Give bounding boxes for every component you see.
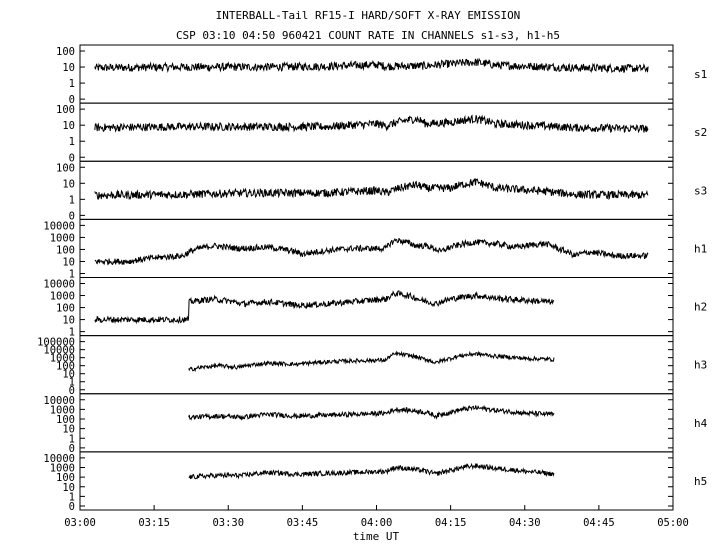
series-s3 bbox=[94, 178, 649, 201]
y-tick-label: 10 bbox=[62, 62, 75, 74]
y-tick-label: 1 bbox=[69, 377, 75, 389]
x-axis-label: time UT bbox=[353, 530, 400, 543]
y-tick-label: 0 bbox=[69, 152, 75, 164]
channel-label-s2: s2 bbox=[694, 126, 707, 139]
y-tick-label: 1 bbox=[69, 269, 75, 281]
series-h5 bbox=[188, 462, 555, 480]
panel-frame bbox=[79, 393, 674, 453]
series-h1 bbox=[94, 237, 649, 266]
y-tick-label: 1 bbox=[69, 78, 75, 90]
y-tick-label: 100000 bbox=[37, 337, 75, 349]
panel-frame bbox=[79, 451, 674, 511]
y-tick-label: 100 bbox=[56, 472, 75, 484]
x-tick-label: 03:45 bbox=[287, 517, 319, 529]
series-h2 bbox=[94, 290, 555, 325]
y-tick-label: 1000 bbox=[50, 463, 75, 475]
x-tick-label: 04:30 bbox=[509, 517, 541, 529]
y-tick-label: 10 bbox=[62, 424, 75, 436]
x-axis: 03:00 03:15 03:30 03:45 04:00 04:15 04:30 04:45… bbox=[64, 505, 689, 529]
x-tick-label: 03:30 bbox=[212, 517, 244, 529]
channel-label-h1: h1 bbox=[694, 242, 707, 255]
y-tick-label: 10 bbox=[62, 256, 75, 268]
y-tick-label: 0 bbox=[69, 443, 75, 455]
y-tick-label: 100 bbox=[56, 244, 75, 256]
y-tick-label: 1000 bbox=[50, 404, 75, 416]
y-tick-label: 1 bbox=[69, 433, 75, 445]
y-tick-label: 0 bbox=[69, 210, 75, 222]
channel-label-h5: h5 bbox=[694, 475, 707, 488]
panel-frame bbox=[79, 102, 674, 162]
chart-title: INTERBALL-Tail RF15-I HARD/SOFT X-RAY EM… bbox=[216, 9, 521, 22]
series-h4 bbox=[188, 404, 555, 421]
y-tick-label: 10 bbox=[62, 482, 75, 494]
series-s1 bbox=[94, 57, 649, 74]
y-tick-label: 10 bbox=[62, 120, 75, 132]
y-tick-label: 10000 bbox=[43, 279, 75, 291]
panel-frame bbox=[79, 277, 674, 337]
y-tick-label: 1 bbox=[69, 194, 75, 206]
channel-label-h2: h2 bbox=[694, 301, 707, 314]
y-tick-label: 10000 bbox=[43, 345, 75, 357]
y-tick-label: 100 bbox=[56, 162, 75, 174]
x-tick-label: 03:15 bbox=[138, 517, 170, 529]
panels-layer: 1001010s11001010s21001010s31000010001001… bbox=[37, 44, 708, 513]
y-tick-label: 10 bbox=[62, 369, 75, 381]
y-tick-label: 10000 bbox=[43, 220, 75, 232]
x-tick-label: 04:00 bbox=[361, 517, 393, 529]
channel-label-h3: h3 bbox=[694, 359, 707, 372]
y-tick-label: 1000 bbox=[50, 232, 75, 244]
y-tick-label: 100 bbox=[56, 104, 75, 116]
y-tick-label: 1 bbox=[69, 327, 75, 339]
x-tick-label: 04:45 bbox=[583, 517, 615, 529]
y-tick-label: 100 bbox=[56, 46, 75, 58]
y-tick-label: 0 bbox=[69, 94, 75, 106]
series-h3 bbox=[188, 350, 555, 373]
y-tick-label: 1000 bbox=[50, 291, 75, 303]
series-s2 bbox=[94, 114, 649, 134]
panel-frame bbox=[79, 335, 674, 395]
panel-frame bbox=[79, 44, 674, 104]
channel-label-h4: h4 bbox=[694, 417, 708, 430]
y-tick-label: 100 bbox=[56, 361, 75, 373]
x-tick-label: 04:15 bbox=[435, 517, 467, 529]
chart-subtitle: CSP 03:10 04:50 960421 COUNT RATE IN CHA… bbox=[176, 29, 560, 42]
y-tick-label: 1 bbox=[69, 491, 75, 503]
y-tick-label: 0 bbox=[69, 385, 75, 397]
y-tick-label: 100 bbox=[56, 414, 75, 426]
y-tick-label: 100 bbox=[56, 303, 75, 315]
y-tick-label: 10 bbox=[62, 178, 75, 190]
y-tick-label: 10000 bbox=[43, 395, 75, 407]
x-tick-label: 03:00 bbox=[64, 517, 96, 529]
y-tick-label: 10000 bbox=[43, 453, 75, 465]
y-tick-label: 10 bbox=[62, 315, 75, 327]
channel-label-s3: s3 bbox=[694, 184, 707, 197]
y-tick-label: 1 bbox=[69, 136, 75, 148]
channel-label-s1: s1 bbox=[694, 68, 707, 81]
x-tick-label: 05:00 bbox=[657, 517, 689, 529]
y-tick-label: 0 bbox=[69, 501, 75, 513]
y-tick-label: 1000 bbox=[50, 353, 75, 365]
